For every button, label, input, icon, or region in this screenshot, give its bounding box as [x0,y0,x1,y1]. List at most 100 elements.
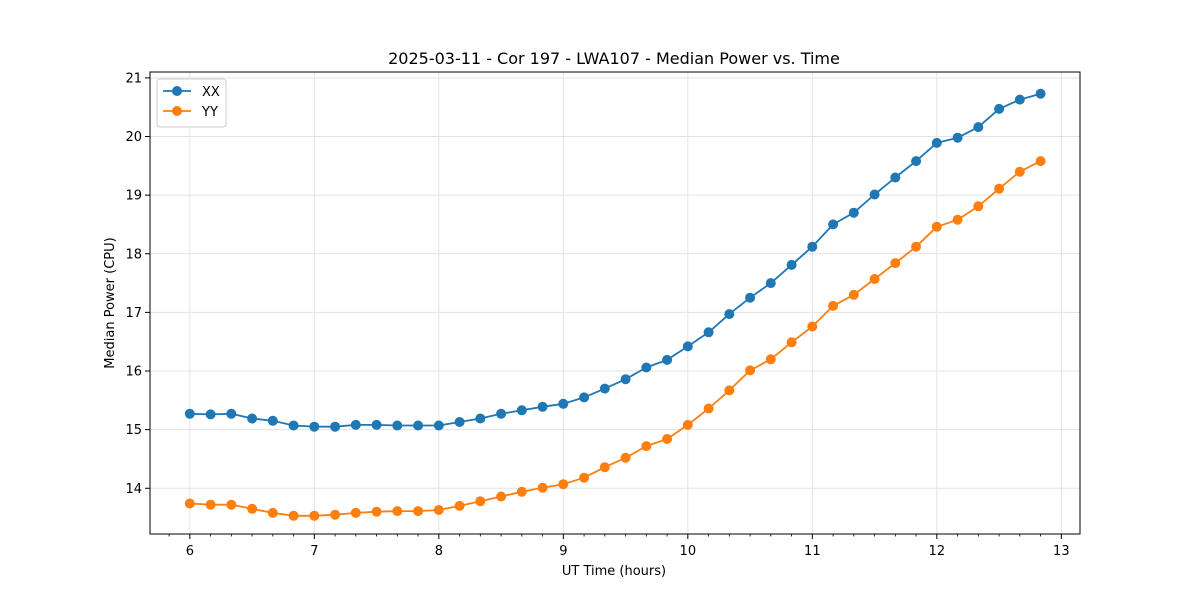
data-point-xx [911,156,922,167]
data-point-xx [226,408,237,419]
x-tick-label: 8 [435,544,443,559]
data-point-xx [413,420,424,431]
data-point-yy [267,507,278,518]
data-point-xx [537,401,548,412]
data-point-xx [288,420,299,431]
data-point-yy [1014,166,1025,177]
data-point-yy [599,462,610,473]
data-point-yy [662,434,673,444]
y-tick-label: 17 [125,306,142,321]
data-point-yy [786,337,797,348]
data-point-xx [205,409,216,420]
data-point-yy [724,385,735,396]
data-point-yy [350,507,361,518]
legend: XX YY [156,78,227,128]
data-point-yy [911,241,922,252]
data-point-yy [869,274,880,284]
legend-entry-yy: YY [163,105,218,120]
data-point-xx [1014,94,1025,105]
x-tick-label: 12 [929,544,946,559]
data-point-yy [371,506,382,517]
data-point-xx [931,137,942,148]
x-axis-ticks: 6 7 8 9 10 11 12 13 [168,534,1070,559]
data-point-xx [682,341,693,352]
plot-frame [149,71,1081,535]
data-point-xx [558,398,569,409]
data-point-yy [454,500,465,511]
y-tick-label: 16 [125,365,142,380]
data-point-yy [994,183,1005,194]
data-point-yy [475,496,486,507]
data-point-xx [579,392,590,403]
data-point-yy [641,441,652,452]
y-tick-label: 20 [125,130,142,145]
data-point-yy [745,365,756,376]
data-point-xx [496,408,507,419]
data-point-xx [599,383,610,394]
y-tick-label: 19 [125,189,142,204]
x-tick-label: 10 [680,544,697,559]
data-point-xx [371,419,382,430]
data-point-xx [247,413,258,424]
data-point-xx [807,241,818,252]
data-point-yy [496,491,507,502]
data-point-yy [682,419,693,430]
x-tick-label: 13 [1053,544,1070,559]
data-point-xx [392,420,403,431]
data-point-xx [433,420,444,431]
data-point-xx [516,405,527,416]
data-point-xx [267,415,278,426]
y-tick-label: 21 [125,71,142,86]
data-point-yy [309,510,320,521]
data-point-yy [828,300,839,311]
y-tick-label: 18 [125,247,142,262]
data-point-xx [1035,88,1046,99]
data-point-yy [952,214,963,225]
series-layer [184,88,1046,521]
data-point-yy [1035,156,1046,167]
data-point-yy [765,354,776,365]
data-point-xx [952,132,963,143]
data-point-yy [537,482,548,493]
data-point-yy [288,510,299,521]
data-point-xx [475,413,486,424]
data-point-yy [184,498,195,509]
data-point-yy [890,258,901,269]
x-tick-label: 9 [559,544,567,559]
data-point-xx [869,189,880,200]
legend-label-yy: YY [201,105,218,120]
data-point-yy [516,486,527,497]
data-point-xx [454,417,465,427]
data-point-yy [226,499,237,510]
data-point-xx [724,309,735,320]
data-point-xx [703,327,714,338]
data-point-yy [413,506,424,517]
data-point-xx [848,207,859,218]
data-point-xx [765,278,776,289]
x-tick-label: 6 [186,544,194,559]
data-point-yy [247,503,258,514]
x-axis-label: UT Time (hours) [562,564,666,579]
data-point-xx [828,219,839,230]
y-axis-ticks: 14 15 16 17 18 19 20 21 [125,71,150,497]
data-point-yy [703,403,714,414]
data-point-yy [807,321,818,332]
data-point-xx [184,408,195,419]
data-point-xx [330,421,341,432]
data-point-yy [205,499,216,510]
data-point-yy [848,289,859,300]
legend-entry-xx: XX [163,85,220,100]
series-xx [184,88,1046,432]
data-point-xx [620,374,631,385]
data-point-yy [973,201,984,212]
data-point-yy [392,506,403,517]
data-point-xx [309,421,320,432]
data-point-xx [973,122,984,133]
grid [150,72,1080,534]
data-point-xx [994,103,1005,114]
chart-title: 2025-03-11 - Cor 197 - LWA107 - Median P… [388,49,840,68]
data-point-xx [641,362,652,373]
data-point-yy [620,452,631,463]
y-tick-label: 14 [125,482,142,497]
data-point-yy [558,479,569,490]
